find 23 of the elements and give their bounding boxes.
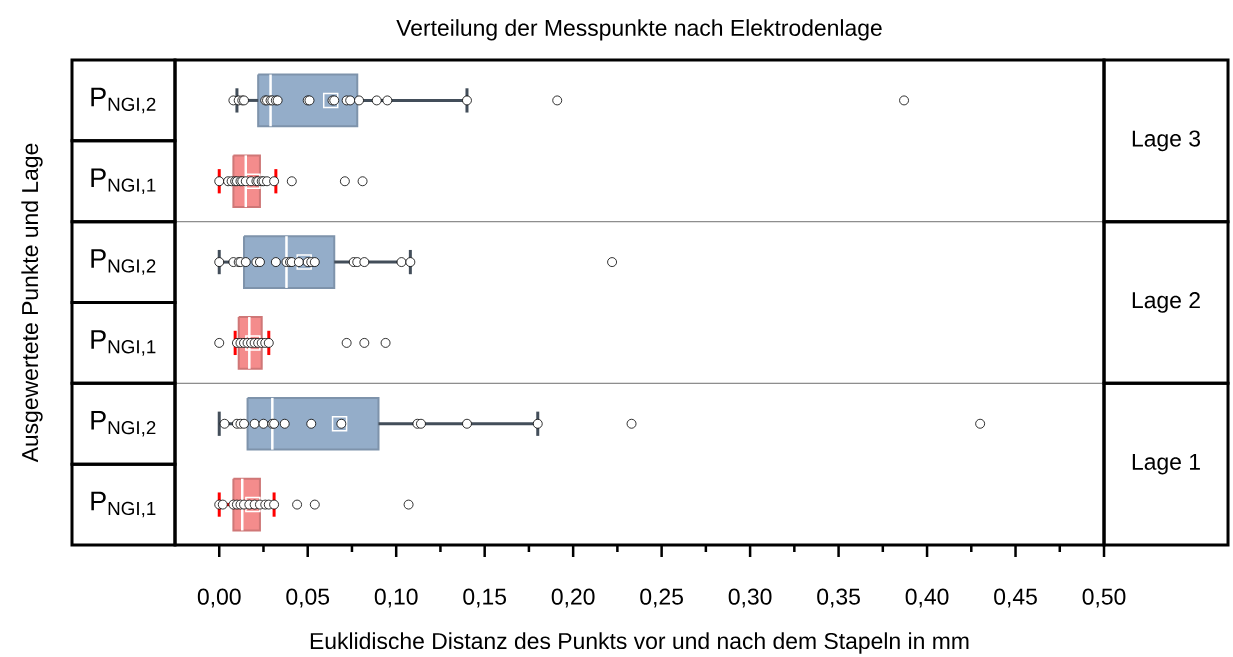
y-tick-label: P$_{NGI,1}$ (91, 491, 156, 518)
x-tick-label: 0,40 (905, 588, 949, 608)
x-tick-label: 0,05 (286, 588, 330, 608)
y-tick-label: P$_{NGI,2}$ (91, 87, 156, 114)
y-tick-label: P$_{NGI,1}$ (91, 330, 156, 356)
y2-axis-title: Lage 1 (1132, 453, 1200, 475)
x-tick-label: 0,00 (197, 588, 241, 608)
x-tick-label: 0,15 (463, 588, 506, 608)
x-tick-label: 0,25 (640, 588, 683, 608)
y-axis-title: Ausgewertete Punkte und Lage (21, 143, 43, 463)
y-tick-label: P$_{NGI,2}$ (91, 410, 156, 437)
x-tick-label: 0,35 (817, 588, 860, 608)
y2-axis-title: Lage 3 (1132, 130, 1201, 152)
x-axis-title: Euklidische Distanz des Punkts vor und nach dem Stapeln in mm (310, 632, 969, 654)
x-tick-label: 0,20 (551, 588, 595, 608)
y-tick-label: P$_{NGI,1}$ (91, 168, 156, 195)
y2-axis-title: Lage 2 (1132, 292, 1200, 313)
x-tick-label: 0,10 (374, 588, 418, 608)
x-tick-label: 0,30 (728, 588, 772, 608)
x-tick-label: 0,50 (1082, 588, 1126, 608)
chart-title: Verteilung der Messpunkte nach Elektrodenlage (396, 19, 882, 41)
y-tick-label: P$_{NGI,2}$ (91, 249, 156, 275)
x-tick-label: 0,45 (994, 588, 1037, 608)
